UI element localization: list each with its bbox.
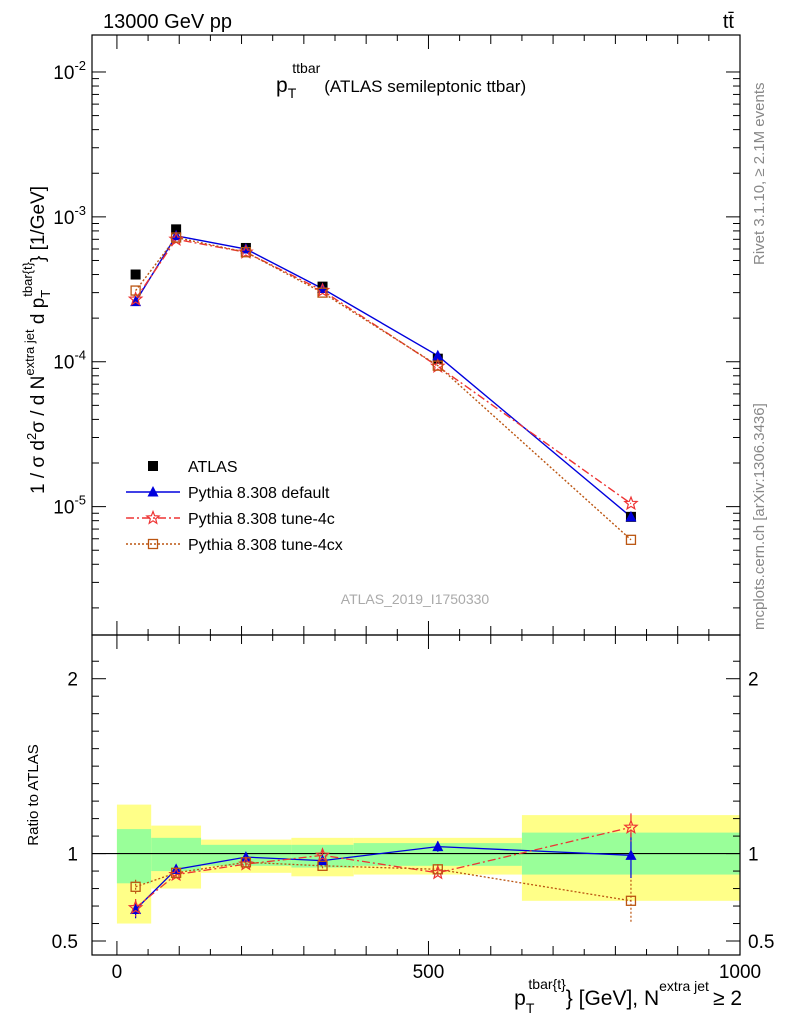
legend-label-1: Pythia 8.308 default [188, 485, 330, 502]
main-series-markers [127, 224, 639, 545]
axes: 10-5 10-4 10-3 10-2 0.5 0.5 1 1 2 2 0 500 1000 [52, 34, 774, 983]
main-y-tick-label-1: 10-4 [53, 348, 86, 374]
ratio-point-series-1-5 [623, 819, 639, 834]
main-point-series-3-1 [170, 232, 182, 243]
main-y-tick-label-2: 10-3 [53, 203, 86, 229]
analysis-watermark: ATLAS_2019_I1750330 [341, 591, 490, 607]
ratio-series-markers [127, 819, 639, 915]
ratio-uncertainty-bands [116, 804, 740, 924]
main-point-series-2-0 [127, 291, 144, 306]
main-line-series-3 [135, 236, 632, 541]
ratio-y-tick-label-right-1: 1 [748, 845, 759, 866]
legend: ATLAS Pythia 8.308 default Pythia 8.308 tu… [126, 459, 343, 554]
ratio-y-tick-label-left-0: 0.5 [52, 932, 78, 953]
main-point-series-3-5 [625, 534, 637, 545]
ratio-point-series-2-4 [432, 864, 443, 875]
main-title: pTttbar(ATLAS semileptonic ttbar) [276, 60, 526, 101]
ratio-band-inner-0 [116, 829, 152, 884]
ratio-point-series-2-5 [625, 895, 637, 906]
ratio-point-series-2-2 [240, 857, 252, 868]
main-line-series-2 [135, 238, 632, 505]
ratio-line-series-1 [135, 826, 632, 909]
main-point-series-3-3 [317, 287, 328, 298]
ratio-point-series-0-3 [317, 854, 329, 866]
main-line-series-1 [135, 235, 632, 518]
legend-marker-1 [147, 486, 159, 497]
main-point-series-1-5 [625, 510, 637, 522]
main-point-series-1-1 [170, 229, 182, 241]
ratio-plot-frame [91, 634, 741, 956]
ratio-point-series-2-1 [170, 867, 182, 878]
mcplots-credit-label: mcplots.cern.ch [arXiv:1306.3436] [751, 403, 768, 630]
legend-label-3: Pythia 8.308 tune-4cx [188, 537, 343, 554]
main-point-series-3-4 [432, 360, 443, 371]
header-process-label: 13000 GeV pp [103, 11, 232, 33]
x-tick-label-0: 0 [112, 962, 123, 983]
main-point-series-0-0 [130, 269, 141, 280]
ratio-y-tick-label-right-2: 2 [748, 670, 759, 691]
ratio-y-axis-label: Ratio to ATLAS [25, 744, 42, 845]
main-point-series-2-5 [623, 495, 639, 511]
legend-marker-0 [148, 461, 158, 471]
ratio-y-tick-label-left-1: 1 [67, 845, 78, 866]
x-axis-label: pTtbar{t}} [GeV], Nextra jet≥ 2 [514, 976, 742, 1016]
x-tick-label-2: 1000 [719, 962, 761, 983]
rivet-version-label: Rivet 3.1.10, ≥ 2.1M events [751, 83, 768, 266]
main-point-series-3-0 [130, 285, 141, 296]
main-y-tick-label-0: 10-5 [53, 493, 86, 519]
ratio-y-tick-label-left-2: 2 [67, 670, 78, 691]
ratio-point-series-0-4 [432, 840, 444, 852]
legend-label-2: Pythia 8.308 tune-4c [188, 511, 335, 528]
main-point-series-3-2 [240, 247, 252, 258]
legend-label-0: ATLAS [188, 459, 238, 476]
ratio-point-series-2-3 [317, 860, 328, 871]
legend-marker-3 [147, 538, 159, 550]
main-y-tick-label-3: 10-2 [53, 58, 86, 84]
ratio-point-series-0-5 [625, 849, 637, 860]
legend-marker-2 [145, 509, 161, 525]
ratio-point-series-1-3 [314, 847, 331, 862]
ratio-y-tick-label-right-0: 0.5 [748, 932, 774, 953]
ratio-point-series-1-0 [127, 899, 144, 915]
header-final-state-label: tt̄ [723, 11, 735, 33]
x-tick-label-1: 500 [413, 962, 445, 983]
ratio-point-series-2-0 [130, 881, 141, 892]
main-point-series-0-1 [171, 224, 182, 235]
main-series-lines [135, 235, 632, 541]
main-point-series-1-4 [432, 349, 444, 361]
ratio-line-series-0 [135, 845, 632, 910]
main-y-axis-label: 1 / σ d2σ / d Nextra jet d pTtbar{t}} [1… [20, 186, 53, 494]
